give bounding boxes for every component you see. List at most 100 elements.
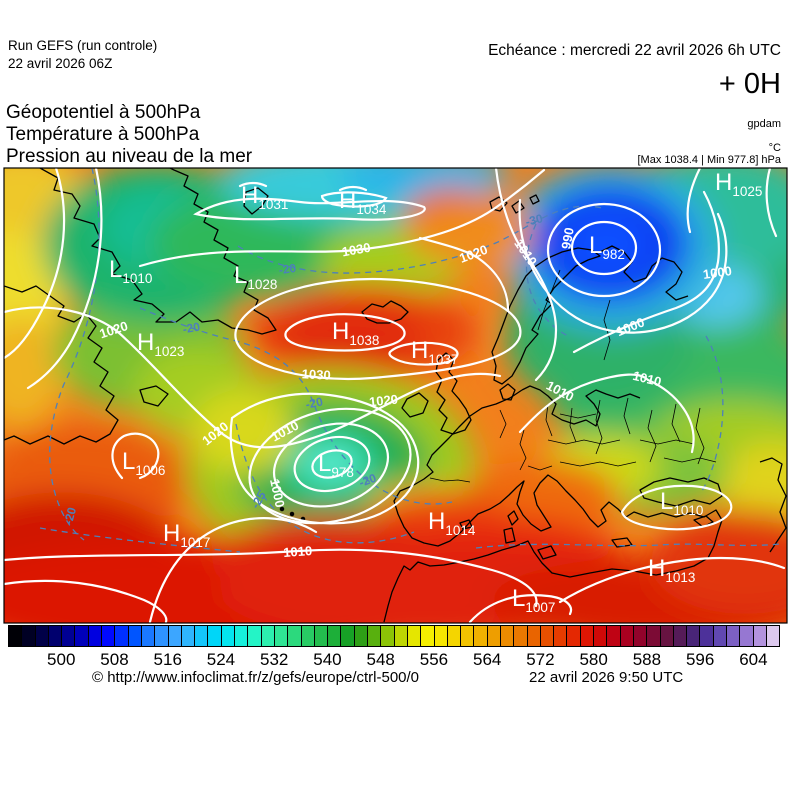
coast-sardinia	[503, 527, 516, 544]
coast-britain	[435, 352, 472, 435]
colorbar-block	[447, 626, 462, 646]
run-info: Run GEFS (run controle) 22 avril 2026 06…	[8, 37, 157, 73]
colorbar-block	[740, 626, 754, 646]
geopotential-colorbar	[8, 625, 780, 647]
colorbar-tick: 500	[47, 650, 76, 669]
colorbar-block	[195, 626, 209, 646]
colorbar-block	[727, 626, 741, 646]
temperature-label: -30	[524, 211, 545, 229]
colorbar-block	[115, 626, 129, 646]
high-pressure-center: H1034	[339, 187, 387, 217]
colorbar-block	[75, 626, 89, 646]
high-pressure-center: H1013	[648, 555, 695, 585]
colorbar-block	[687, 626, 701, 646]
colorbar-tick: 548	[366, 650, 395, 669]
colorbar-tick: 516	[153, 650, 182, 669]
low-pressure-center: L1007	[512, 585, 555, 615]
colorbar-block	[368, 626, 382, 646]
colorbar-block	[314, 626, 329, 646]
colorbar-block	[341, 626, 355, 646]
coast-sicily	[537, 545, 557, 560]
colorbar-block	[607, 626, 621, 646]
unit-temperature: °C	[768, 142, 781, 154]
title-geopotential: Géopotentiel à 500hPa	[6, 102, 201, 123]
colorbar-tick: 580	[579, 650, 608, 669]
colorbar-block	[9, 626, 23, 646]
colorbar-block	[554, 626, 568, 646]
colorbar-block	[673, 626, 688, 646]
run-model-line: Run GEFS (run controle)	[8, 38, 158, 53]
coast-blacksea	[639, 477, 723, 507]
colorbar-block	[22, 626, 36, 646]
colorbar-block	[261, 626, 275, 646]
colorbar-tick: 604	[739, 650, 768, 669]
geopotential-color-field	[4, 168, 787, 623]
colorbar-tick-labels: 500 508 516 524 532 540 548 556 564 572 580 588 596 6…	[8, 650, 780, 670]
colorbar-block	[527, 626, 541, 646]
colorbar-block	[753, 626, 767, 646]
colorbar-block	[102, 626, 116, 646]
high-pressure-center: H1037	[411, 337, 458, 367]
isobar-label: 1020	[368, 392, 398, 410]
temperature-label: -20	[182, 320, 202, 337]
low-pressure-center: L1028	[234, 262, 277, 292]
low-pressure-center: L1010	[660, 488, 703, 518]
high-pressure-center: H1025	[715, 169, 762, 199]
high-pressure-center: H1014	[428, 508, 476, 538]
colorbar-block	[461, 626, 475, 646]
low-pressure-center: L1006	[122, 448, 165, 478]
colorbar-block	[235, 626, 249, 646]
colorbar-block	[208, 626, 222, 646]
coast-corsica	[507, 510, 519, 526]
colorbar-block	[567, 626, 581, 646]
coast-balearics	[459, 519, 473, 530]
colorbar-block	[700, 626, 714, 646]
colorbar-block	[168, 626, 182, 646]
coast-baltic	[521, 385, 641, 427]
colorbar-block	[274, 626, 289, 646]
colorbar-block	[487, 626, 501, 646]
isobar-label: 1030	[301, 366, 331, 382]
source-url: © http://www.infoclimat.fr/z/gefs/europe…	[92, 669, 420, 686]
isobar-label: 1010	[631, 368, 663, 390]
colorbar-block	[540, 626, 555, 646]
colorbar-block	[248, 626, 262, 646]
title-temperature: Température à 500hPa	[6, 124, 200, 145]
colorbar-block	[647, 626, 661, 646]
colorbar-block	[500, 626, 515, 646]
coast-denmark	[499, 383, 516, 401]
colorbar-block	[181, 626, 196, 646]
coast-ireland	[401, 392, 429, 418]
isobar-label: 1000	[702, 263, 733, 282]
forecast-valid-time: Echéance : mercredi 22 avril 2026 6h UTC	[488, 42, 781, 59]
colorbar-block	[421, 626, 435, 646]
colorbar-block	[221, 626, 236, 646]
colorbar-block	[328, 626, 342, 646]
coast-kola-whitesea	[599, 245, 689, 301]
isobar-label: 990	[558, 226, 577, 250]
temperature-label: -20	[61, 505, 79, 526]
low-pressure-center: L1010	[109, 256, 152, 286]
colorbar-block	[407, 626, 422, 646]
isobar-label: 1010	[283, 543, 313, 560]
temperature-label: -20	[278, 261, 297, 277]
colorbar-block	[354, 626, 369, 646]
colorbar-block	[35, 626, 49, 646]
coast-crete	[611, 537, 633, 548]
run-date-line: 22 avril 2026 06Z	[8, 56, 113, 71]
forecast-lead-time: + 0H	[718, 68, 781, 100]
high-pressure-center: H1031	[241, 182, 288, 212]
coast-caspian	[759, 457, 787, 553]
colorbar-block	[633, 626, 648, 646]
generation-timestamp: 22 avril 2026 9:50 UTC	[529, 669, 684, 686]
high-pressure-center: H1017	[163, 520, 210, 550]
colorbar-block	[141, 626, 156, 646]
high-pressure-center: H1023	[137, 329, 184, 359]
colorbar-block	[766, 626, 780, 646]
unit-geopotential: gpdam	[747, 118, 781, 130]
low-pressure-center: L978	[318, 450, 354, 480]
colorbar-tick: 524	[206, 650, 236, 669]
colorbar-block	[620, 626, 634, 646]
